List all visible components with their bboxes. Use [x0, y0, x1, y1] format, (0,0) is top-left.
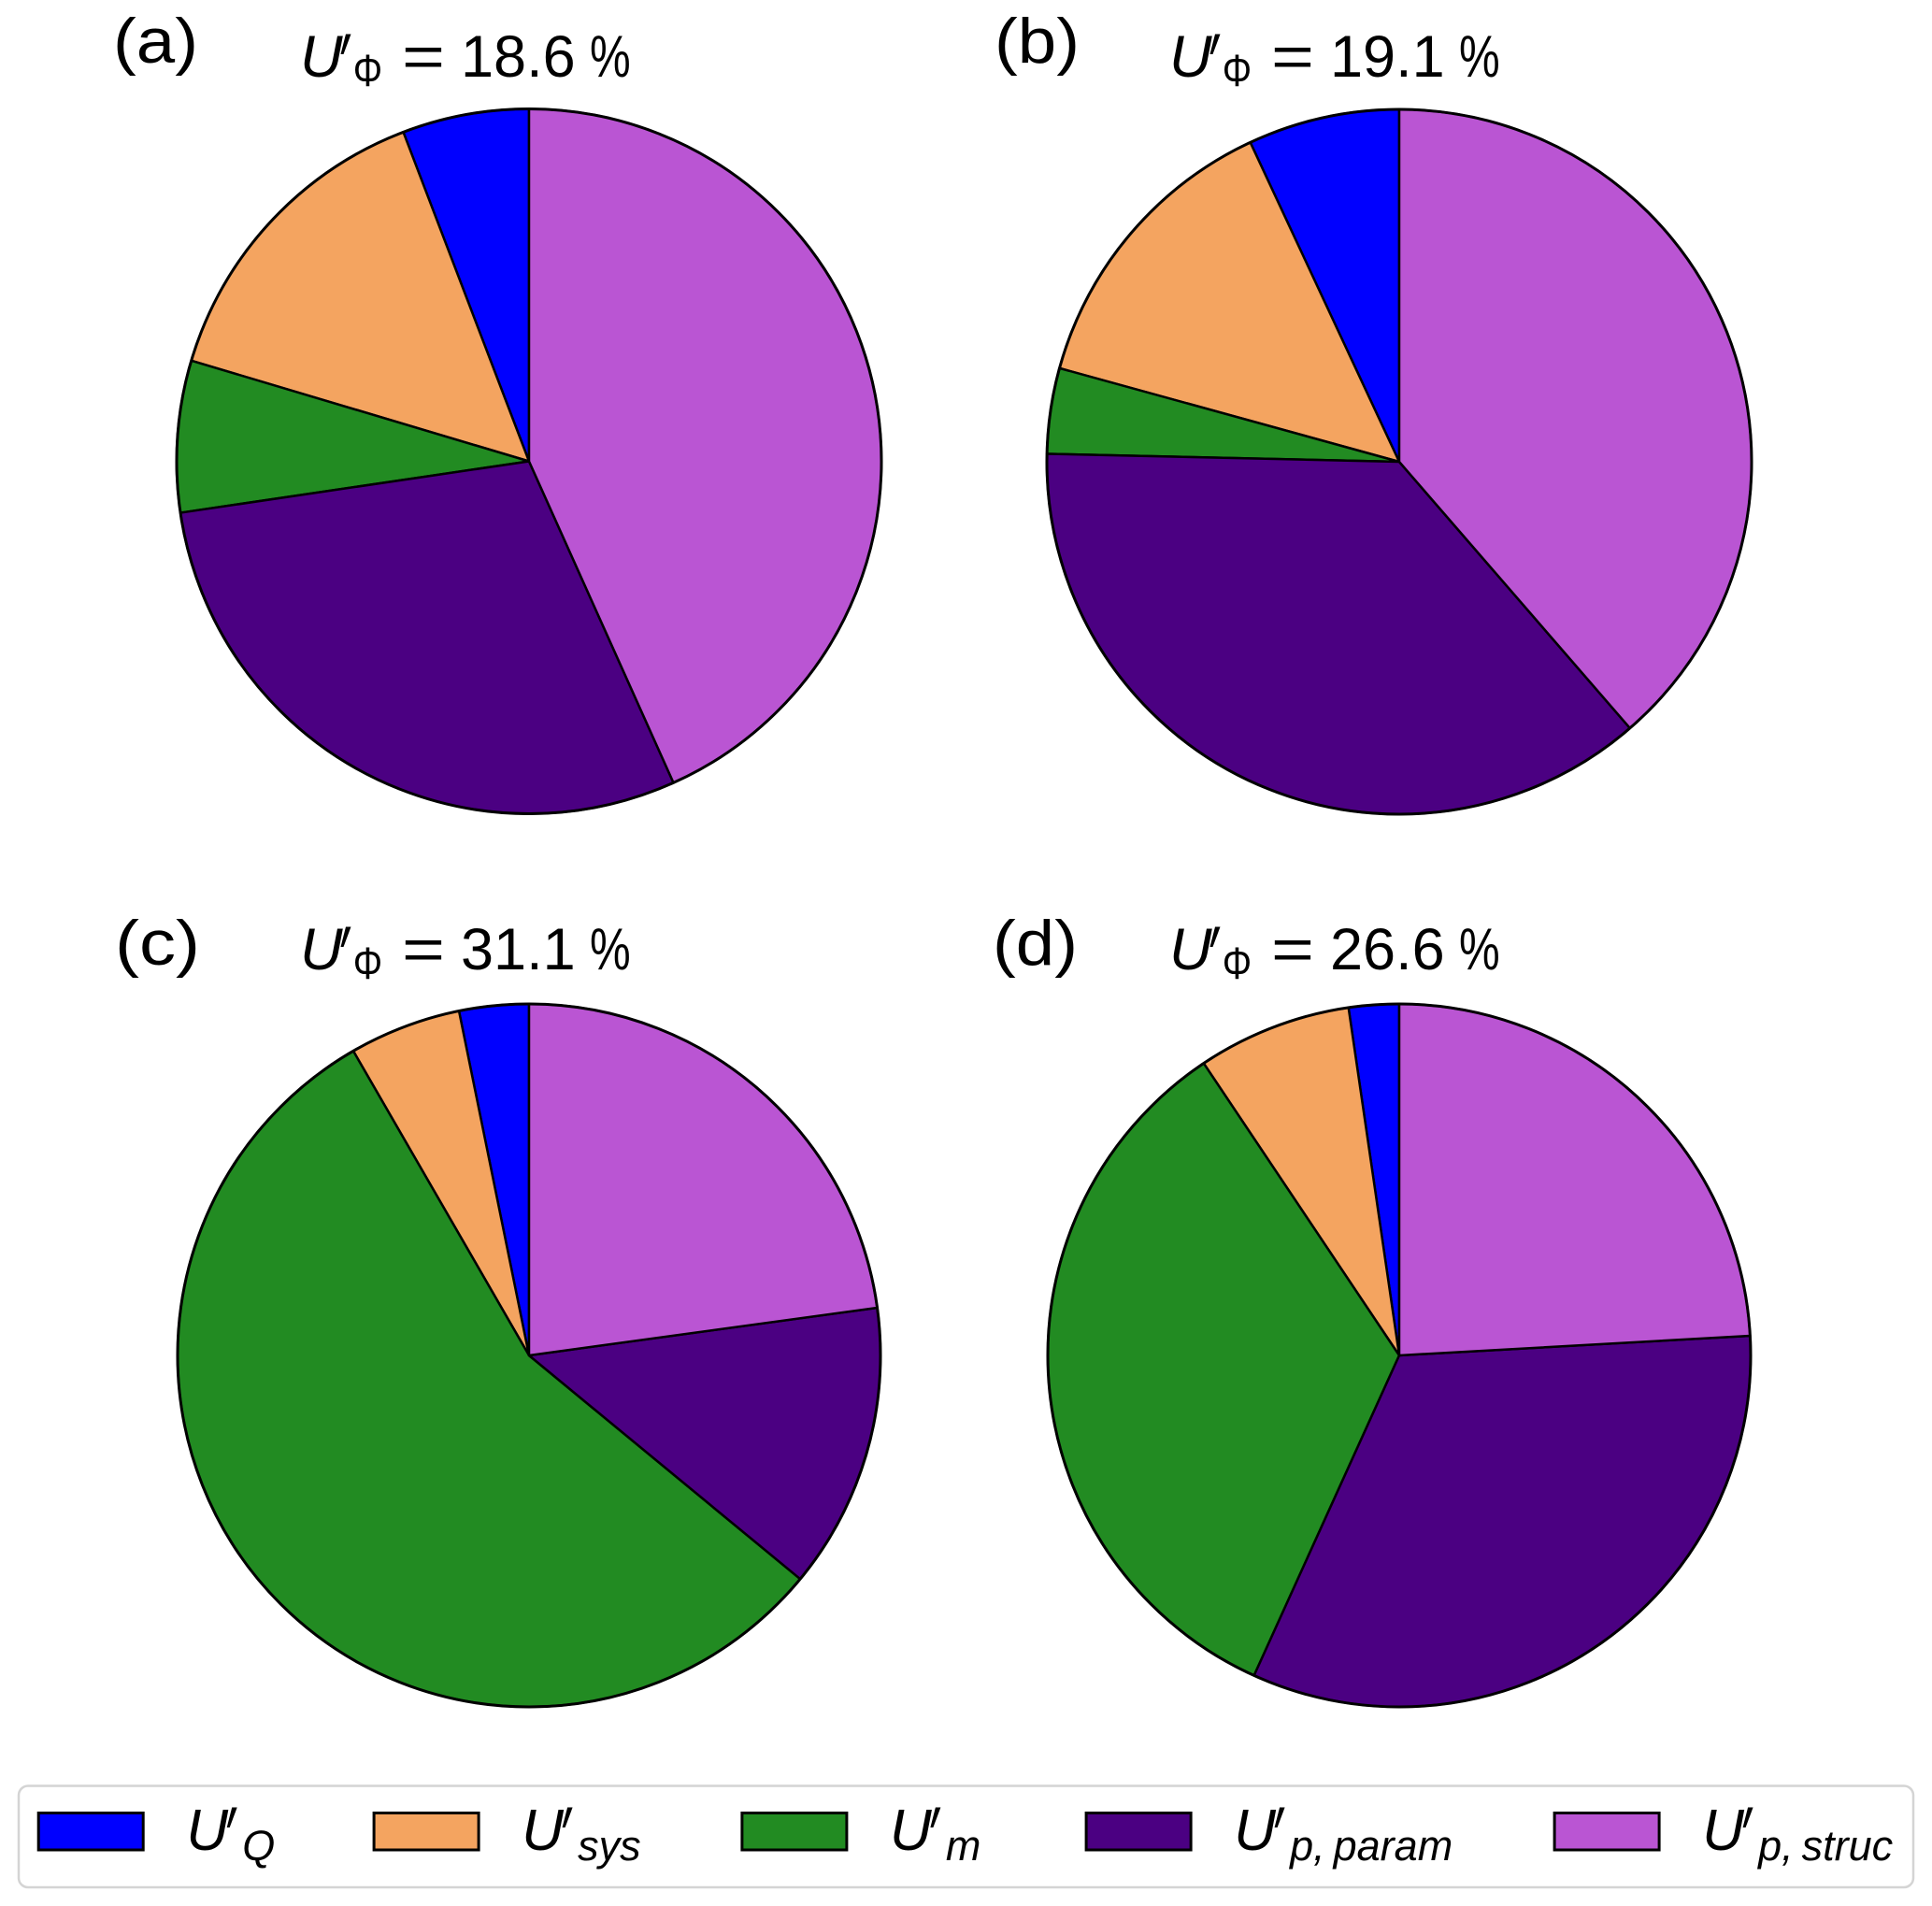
svg-text:U: U — [890, 1799, 933, 1863]
svg-text:U: U — [1234, 1799, 1277, 1863]
svg-text:%: % — [1459, 916, 1500, 982]
svg-text:(b): (b) — [995, 6, 1080, 77]
svg-text:U: U — [300, 917, 343, 982]
svg-text:p,struc: p, struc — [1756, 1822, 1893, 1870]
svg-text:26.6: 26.6 — [1330, 917, 1445, 982]
svg-text:U: U — [1702, 1799, 1745, 1863]
svg-text:Φ: Φ — [1223, 46, 1252, 96]
svg-text:U: U — [1169, 917, 1212, 982]
svg-text:31.1: 31.1 — [461, 917, 576, 982]
svg-text:p,param: p, param — [1288, 1822, 1453, 1870]
svg-text:U: U — [1169, 24, 1212, 90]
svg-text:Φ: Φ — [353, 46, 382, 96]
svg-text:19.1: 19.1 — [1330, 24, 1445, 90]
svg-text:Φ: Φ — [353, 939, 382, 989]
svg-text:Q: Q — [242, 1822, 275, 1870]
svg-text:U: U — [186, 1799, 229, 1863]
svg-text:m: m — [946, 1822, 981, 1870]
svg-text:sys: sys — [578, 1822, 641, 1870]
svg-text:(a): (a) — [113, 6, 198, 77]
svg-text:=: = — [402, 916, 445, 982]
svg-text:18.6: 18.6 — [461, 24, 576, 90]
svg-text:U: U — [522, 1799, 565, 1863]
svg-text:%: % — [590, 23, 631, 89]
svg-text:=: = — [1271, 23, 1314, 90]
svg-text:(d): (d) — [993, 908, 1078, 979]
svg-text:%: % — [590, 916, 631, 982]
svg-text:Φ: Φ — [1223, 939, 1252, 989]
svg-text:=: = — [402, 23, 445, 90]
svg-text:%: % — [1459, 23, 1500, 89]
svg-text:(c): (c) — [115, 908, 200, 979]
svg-text:=: = — [1271, 916, 1314, 982]
svg-text:U: U — [300, 24, 343, 90]
